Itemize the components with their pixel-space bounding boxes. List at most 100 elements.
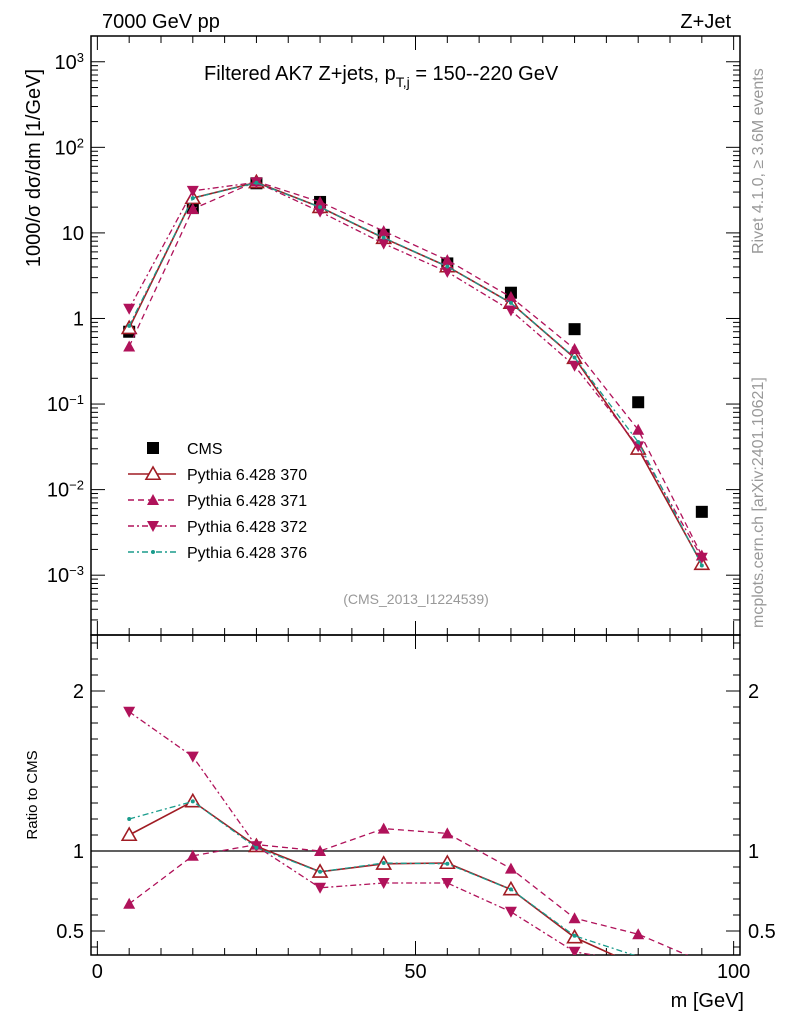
legend: CMS Pythia 6.428 370 Pythia 6.428 371 Py…: [128, 441, 307, 562]
ratio-series-group: [120, 706, 689, 955]
data-point: [504, 291, 517, 303]
mcplots-label: mcplots.cern.ch [arXiv:2401.10621]: [750, 377, 767, 628]
ratio-series-line: [129, 800, 636, 955]
series-line: [128, 182, 703, 566]
legend-entry-cms: CMS: [147, 441, 223, 458]
ratio-panel-ticks: [91, 635, 740, 955]
legend-entry-370: Pythia 6.428 370: [128, 465, 307, 484]
data-point: [127, 323, 132, 328]
xtick-label-50: 50: [404, 961, 426, 983]
legend-marker-sample: [147, 521, 159, 532]
data-point: [441, 266, 454, 278]
data-point: [314, 206, 327, 218]
data-point: [632, 441, 645, 453]
legend-label-cms: CMS: [187, 441, 223, 458]
data-point: [186, 185, 199, 197]
legend-marker-sample: [151, 550, 155, 554]
ytick-label-1e-3: 10−3: [47, 563, 84, 587]
legend-marker-sample: [147, 442, 159, 454]
ratio-data-point: [441, 827, 454, 839]
legend-label-376: Pythia 6.428 376: [187, 545, 307, 562]
ytick-label-1: 1: [73, 308, 84, 330]
data-point: [695, 552, 708, 564]
ratio-data-point: [127, 817, 132, 821]
data-point: [123, 340, 136, 352]
ytick-label-1e3: 103: [55, 50, 84, 74]
rivet-version-label: Rivet 4.1.0, ≥ 3.6M events: [750, 68, 767, 254]
main-panel-ticks: [91, 35, 740, 636]
ratio-data-point: [186, 751, 199, 763]
data-point: [186, 203, 199, 215]
ratio-data-point: [314, 882, 327, 894]
ratio-data-point: [190, 799, 195, 804]
data-point: [318, 205, 323, 210]
ratio-data-point: [568, 912, 581, 924]
ratio-data-point: [508, 887, 513, 892]
ratio-series-pythia-6-428-376: [127, 799, 636, 955]
ytick-label-10: 10: [62, 223, 84, 245]
ratio-data-point: [120, 826, 138, 842]
main-series-group: [120, 173, 711, 571]
ratio-data-point: [441, 878, 454, 889]
ratio-series-line: [128, 711, 597, 955]
data-point: [508, 300, 513, 305]
header-right-label: Z+Jet: [680, 11, 731, 33]
data-point: [568, 360, 581, 372]
x-axis-label: m [GeV]: [671, 990, 744, 1012]
ratio-ytick-label-right-2: 2: [748, 681, 759, 703]
ratio-data-point: [123, 897, 136, 909]
legend-marker-sample: [144, 465, 162, 481]
main-series-pythia-6-428-371: [123, 175, 708, 561]
ytick-label-1e-2: 10−2: [47, 478, 84, 502]
ratio-series-pythia-6-428-371: [123, 822, 689, 955]
ratio-data-point: [381, 861, 386, 865]
data-point: [504, 305, 517, 317]
main-chart-title: Filtered AK7 Z+jets, pT,j = 150--220 GeV: [204, 63, 559, 90]
ratio-data-point: [572, 933, 577, 938]
data-point: [572, 355, 577, 360]
data-point: [568, 323, 581, 336]
ratio-data-point: [445, 861, 450, 866]
ratio-ytick-label-right-1: 1: [748, 841, 759, 863]
series-line: [128, 181, 703, 559]
ratio-y-axis-label: Ratio to CMS: [24, 750, 41, 839]
legend-entry-371: Pythia 6.428 371: [128, 493, 307, 510]
ratio-data-point: [632, 928, 645, 940]
data-point: [123, 303, 136, 315]
legend-entry-376: Pythia 6.428 376: [128, 545, 307, 562]
series-line: [128, 180, 703, 556]
legend-marker-sample: [147, 494, 159, 505]
analysis-id-label: (CMS_2013_I1224539): [343, 591, 489, 607]
header-left-label: 7000 GeV pp: [102, 11, 220, 33]
ratio-series-pythia-6-428-372: [123, 706, 597, 955]
main-y-axis-label: 1000/σ dσ/dm [1/GeV]: [23, 69, 45, 267]
data-point: [636, 440, 641, 445]
legend-label-370: Pythia 6.428 370: [187, 467, 307, 484]
xtick-label-100: 100: [717, 961, 750, 983]
data-point: [445, 264, 450, 269]
data-point: [695, 505, 708, 518]
ratio-ytick-label-2: 2: [73, 681, 84, 703]
ratio-data-point: [504, 906, 517, 918]
data-point: [632, 423, 645, 435]
data-point: [190, 196, 195, 201]
data-point: [254, 180, 259, 185]
ratio-ytick-label-0.5: 0.5: [56, 921, 84, 943]
legend-entry-372: Pythia 6.428 372: [128, 519, 307, 536]
data-point: [699, 563, 704, 568]
ratio-data-point: [254, 845, 259, 850]
ratio-ytick-label-right-0.5: 0.5: [748, 921, 776, 943]
data-point: [441, 254, 454, 266]
xtick-label-0: 0: [92, 961, 103, 983]
main-series-pythia-6-428-370: [120, 173, 711, 571]
ratio-data-point: [377, 878, 390, 889]
legend-label-371: Pythia 6.428 371: [187, 493, 307, 510]
ratio-series-line: [128, 827, 689, 955]
ratio-data-point: [504, 862, 517, 874]
ratio-data-point: [568, 946, 581, 955]
data-point: [381, 235, 386, 240]
ytick-label-1e2: 102: [55, 135, 84, 159]
ratio-data-point: [123, 706, 136, 718]
data-point: [314, 195, 327, 207]
data-point: [568, 342, 581, 354]
